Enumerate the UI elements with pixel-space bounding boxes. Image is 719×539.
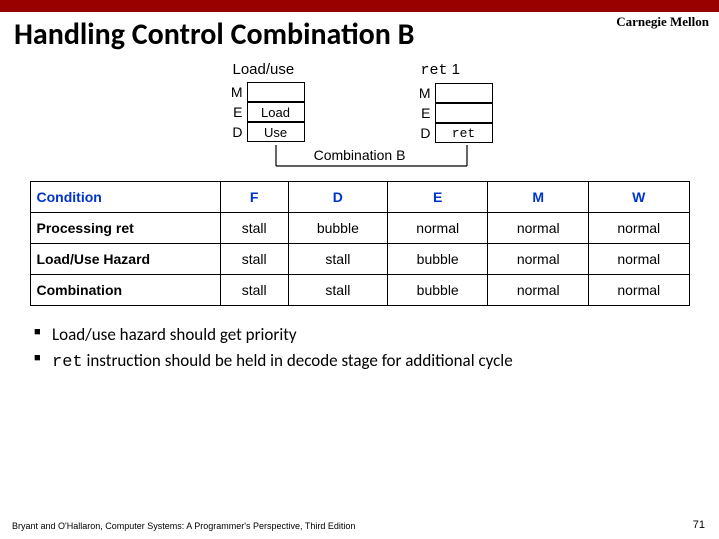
bullet1-code: ret (52, 353, 83, 372)
row2-label: Combination (30, 275, 220, 306)
stage-letter-d-r: D (415, 125, 431, 141)
row1-m: normal (488, 244, 589, 275)
row0-label: Processing ret (30, 213, 220, 244)
bullet-list: Load/use hazard should get priority ret … (34, 324, 719, 372)
row2-w: normal (588, 275, 689, 306)
header-e: E (387, 182, 488, 213)
brand-label: Carnegie Mellon (616, 14, 709, 30)
right-stack-label-rest: 1 (448, 61, 461, 78)
left-row-e: E Load (227, 102, 305, 122)
row1-e: bubble (387, 244, 488, 275)
diagram-area: Load/use M E Load D Use ret 1 M (0, 61, 719, 171)
right-box-m (435, 83, 493, 103)
right-stack-label-code: ret (421, 62, 448, 79)
right-box-e (435, 103, 493, 123)
bullet-item: Load/use hazard should get priority (34, 324, 719, 346)
combination-label: Combination B (310, 147, 410, 163)
hazard-table: Condition F D E M W Processing ret stall… (30, 181, 690, 306)
row1-d: stall (288, 244, 387, 275)
row1-f: stall (220, 244, 288, 275)
hazard-table-wrap: Condition F D E M W Processing ret stall… (30, 181, 690, 306)
stage-letter-m-r: M (415, 85, 431, 101)
table-row: Processing ret stall bubble normal norma… (30, 213, 689, 244)
row2-f: stall (220, 275, 288, 306)
row0-w: normal (588, 213, 689, 244)
header-m: M (488, 182, 589, 213)
right-stack: ret 1 M E D ret (415, 61, 493, 143)
row0-f: stall (220, 213, 288, 244)
right-row-m: M (415, 83, 493, 103)
slide-title: Handling Control Combination B (14, 16, 719, 53)
stage-letter-m: M (227, 84, 243, 100)
row2-m: normal (488, 275, 589, 306)
left-stack-label: Load/use (233, 61, 295, 78)
stage-letter-e-r: E (415, 105, 431, 121)
page-number: 71 (693, 519, 705, 531)
left-row-d: D Use (227, 122, 305, 142)
header-condition: Condition (30, 182, 220, 213)
left-box-m (247, 82, 305, 102)
table-row: Combination stall stall bubble normal no… (30, 275, 689, 306)
left-box-d: Use (247, 122, 305, 142)
row0-m: normal (488, 213, 589, 244)
table-row: Load/Use Hazard stall stall bubble norma… (30, 244, 689, 275)
combination-diagram: Load/use M E Load D Use ret 1 M (227, 61, 493, 171)
footer-citation: Bryant and O'Hallaron, Computer Systems:… (12, 521, 355, 531)
stage-letter-d: D (227, 124, 243, 140)
right-box-d: ret (435, 123, 493, 143)
header-w: W (588, 182, 689, 213)
row2-e: bubble (387, 275, 488, 306)
left-box-e: Load (247, 102, 305, 122)
row0-d: bubble (288, 213, 387, 244)
right-row-d: D ret (415, 123, 493, 143)
top-color-bar (0, 0, 719, 12)
row0-e: normal (387, 213, 488, 244)
left-stack: Load/use M E Load D Use (227, 61, 305, 143)
row1-w: normal (588, 244, 689, 275)
bullet0-pre: Load/use hazard should get priority (52, 324, 297, 345)
bullet1-post: instruction should be held in decode sta… (83, 350, 513, 371)
header-f: F (220, 182, 288, 213)
left-row-m: M (227, 82, 305, 102)
stage-letter-e: E (227, 104, 243, 120)
right-stack-label: ret 1 (421, 61, 461, 79)
row2-d: stall (288, 275, 387, 306)
right-row-e: E (415, 103, 493, 123)
header-d: D (288, 182, 387, 213)
bullet-item: ret instruction should be held in decode… (34, 350, 719, 372)
row1-label: Load/Use Hazard (30, 244, 220, 275)
table-header-row: Condition F D E M W (30, 182, 689, 213)
